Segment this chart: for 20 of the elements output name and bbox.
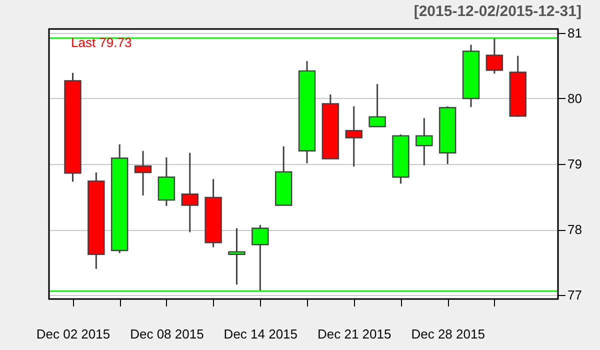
chart-title: [2015-12-02/2015-12-31] [414,2,582,20]
y-tick-label: 78 [568,222,582,238]
candlestick [134,150,152,196]
y-tick-label: 79 [568,156,582,172]
candlestick [228,227,246,286]
x-tick-label: Dec 28 2015 [411,326,485,342]
y-tick-label: 81 [568,25,582,40]
x-tick-label: Dec 14 2015 [224,326,298,342]
candlestick [345,106,362,168]
candlestick [158,156,176,207]
x-tick-label: Dec 08 2015 [130,326,204,342]
y-tick-label: 80 [568,90,582,106]
annotation: Last 79.73 [71,35,132,50]
candlestick [486,37,504,74]
candlestick [416,117,433,166]
candlestick [368,83,386,128]
candlestick [181,152,198,233]
x-tick-label: Dec 21 2015 [318,326,392,342]
x-tick-label: Dec 02 2015 [36,326,110,342]
y-tick-label: 77 [568,288,582,303]
